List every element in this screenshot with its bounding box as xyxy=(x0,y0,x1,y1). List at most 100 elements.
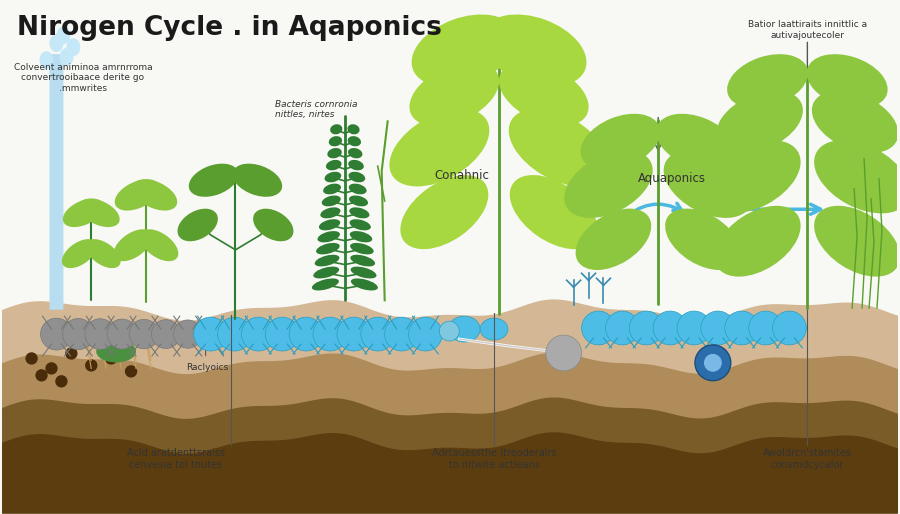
Text: Aquaponics: Aquaponics xyxy=(638,173,707,186)
Circle shape xyxy=(361,317,394,351)
Ellipse shape xyxy=(665,209,741,270)
Ellipse shape xyxy=(350,255,375,266)
Ellipse shape xyxy=(328,148,342,158)
Ellipse shape xyxy=(59,48,74,66)
Ellipse shape xyxy=(318,231,340,243)
Text: Colveent animinoa amrnrroma
convertrooibaace derite go
.mmwrites: Colveent animinoa amrnrroma convertrooib… xyxy=(14,63,152,93)
Ellipse shape xyxy=(113,229,152,261)
Circle shape xyxy=(749,311,782,345)
Ellipse shape xyxy=(313,267,339,279)
Circle shape xyxy=(218,317,251,351)
Circle shape xyxy=(86,360,96,371)
Ellipse shape xyxy=(349,195,368,206)
Ellipse shape xyxy=(86,239,121,268)
Circle shape xyxy=(545,335,581,371)
Ellipse shape xyxy=(663,150,752,218)
Ellipse shape xyxy=(348,172,365,182)
FancyBboxPatch shape xyxy=(50,54,63,310)
Ellipse shape xyxy=(348,160,364,170)
Circle shape xyxy=(241,317,275,351)
Circle shape xyxy=(313,317,346,351)
Circle shape xyxy=(677,311,711,345)
Circle shape xyxy=(194,317,228,351)
Circle shape xyxy=(130,319,158,349)
Circle shape xyxy=(63,319,94,350)
Ellipse shape xyxy=(315,255,339,266)
Circle shape xyxy=(581,311,616,345)
Ellipse shape xyxy=(390,109,490,187)
Ellipse shape xyxy=(96,341,136,362)
Ellipse shape xyxy=(232,163,283,197)
Circle shape xyxy=(384,317,419,351)
Ellipse shape xyxy=(350,243,374,254)
Ellipse shape xyxy=(321,195,341,206)
Ellipse shape xyxy=(411,14,517,87)
Text: Batior laattiraits innittlic a
autivajoutecoler: Batior laattiraits innittlic a autivajou… xyxy=(748,20,867,40)
Circle shape xyxy=(151,320,180,348)
Circle shape xyxy=(653,311,687,345)
Circle shape xyxy=(26,353,37,364)
Ellipse shape xyxy=(351,279,378,290)
Circle shape xyxy=(704,354,722,372)
Circle shape xyxy=(36,370,47,381)
Ellipse shape xyxy=(189,163,239,197)
Ellipse shape xyxy=(132,179,177,211)
Ellipse shape xyxy=(177,209,218,241)
Circle shape xyxy=(701,311,734,345)
Ellipse shape xyxy=(326,160,341,170)
Ellipse shape xyxy=(347,136,361,146)
Ellipse shape xyxy=(350,231,373,243)
Circle shape xyxy=(174,320,202,348)
Circle shape xyxy=(196,320,223,348)
Ellipse shape xyxy=(576,209,652,270)
Ellipse shape xyxy=(79,198,120,227)
Text: Awoldrcn'stamites
consmdcycalor: Awoldrcn'stamites consmdcycalor xyxy=(763,448,852,470)
Ellipse shape xyxy=(814,206,900,277)
Ellipse shape xyxy=(448,316,480,342)
Ellipse shape xyxy=(63,198,104,227)
Circle shape xyxy=(629,311,663,345)
Ellipse shape xyxy=(62,239,97,268)
Ellipse shape xyxy=(580,114,661,170)
Text: Adrtauessthe Itreoderalrs
to nltwite actleans: Adrtauessthe Itreoderalrs to nltwite act… xyxy=(432,448,556,470)
Ellipse shape xyxy=(509,175,598,249)
Ellipse shape xyxy=(323,183,341,194)
Text: Bacteris cornronia
nittles, nirtes: Bacteris cornronia nittles, nirtes xyxy=(275,100,358,119)
Text: Conahnic: Conahnic xyxy=(435,170,490,182)
Ellipse shape xyxy=(806,54,887,108)
Circle shape xyxy=(772,311,806,345)
Ellipse shape xyxy=(716,90,803,153)
Text: Raclyoics: Raclyoics xyxy=(185,363,228,373)
Ellipse shape xyxy=(348,148,363,158)
Circle shape xyxy=(105,353,117,364)
Circle shape xyxy=(606,311,639,345)
Ellipse shape xyxy=(67,38,80,56)
Ellipse shape xyxy=(325,172,341,182)
Ellipse shape xyxy=(814,140,900,213)
Circle shape xyxy=(337,317,371,351)
Circle shape xyxy=(107,319,137,349)
Ellipse shape xyxy=(482,14,587,87)
Text: Nirogen Cycle . in Aqaponics: Nirogen Cycle . in Aqaponics xyxy=(17,15,442,41)
Ellipse shape xyxy=(715,206,801,277)
Ellipse shape xyxy=(349,219,371,230)
Ellipse shape xyxy=(499,62,589,126)
Ellipse shape xyxy=(140,229,178,261)
Circle shape xyxy=(695,345,731,381)
Circle shape xyxy=(126,366,137,377)
Ellipse shape xyxy=(50,34,63,52)
Ellipse shape xyxy=(312,279,339,290)
Circle shape xyxy=(439,321,459,341)
Ellipse shape xyxy=(57,26,70,44)
Ellipse shape xyxy=(349,183,366,194)
Ellipse shape xyxy=(84,328,119,348)
Ellipse shape xyxy=(114,179,159,211)
Ellipse shape xyxy=(812,90,898,153)
Circle shape xyxy=(724,311,759,345)
Circle shape xyxy=(409,317,443,351)
Ellipse shape xyxy=(410,62,500,126)
Text: Acld aratdenttsraiss
cenvesia tol tnutes: Acld aratdenttsraiss cenvesia tol tnutes xyxy=(127,448,225,470)
Ellipse shape xyxy=(319,219,340,230)
Circle shape xyxy=(56,376,67,387)
Ellipse shape xyxy=(351,267,376,279)
